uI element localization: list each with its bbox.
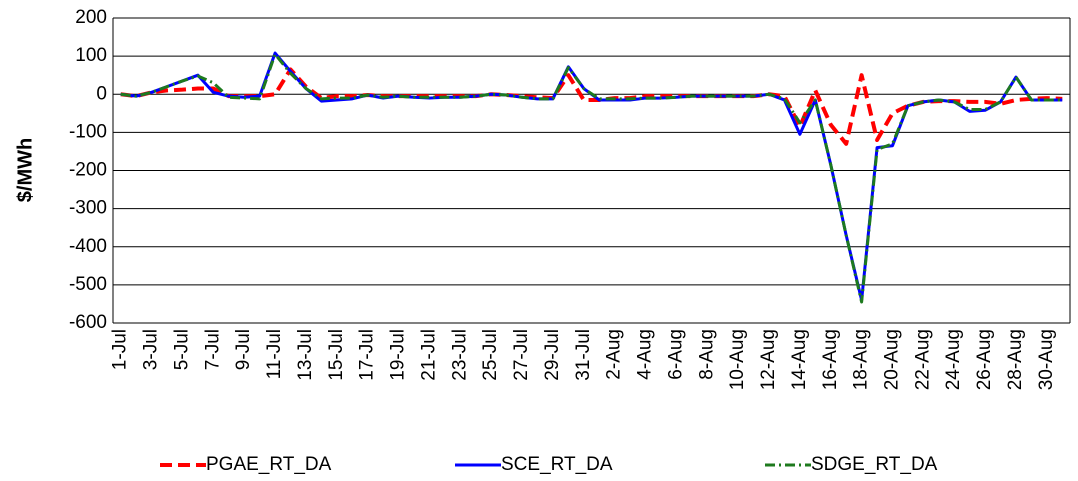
legend-label: SDGE_RT_DA [811, 454, 938, 475]
x-tick-label: 2-Aug [604, 329, 625, 380]
x-tick-label: 5-Jul [171, 329, 192, 370]
x-tick-label: 1-Jul [110, 329, 131, 370]
x-tick-label: 24-Aug [943, 329, 964, 390]
x-tick-label: 19-Jul [388, 329, 409, 381]
x-tick-label: 15-Jul [326, 329, 347, 381]
x-tick-label: 7-Jul [202, 329, 223, 370]
y-tick-label: 200 [75, 7, 107, 28]
x-tick-label: 23-Jul [449, 329, 470, 381]
x-tick-label: 21-Jul [418, 329, 439, 381]
x-tick-label: 30-Aug [1036, 329, 1057, 390]
x-tick-label: 9-Jul [233, 329, 254, 370]
x-tick-label: 29-Jul [542, 329, 563, 381]
x-tick-label: 26-Aug [974, 329, 995, 390]
line-series [120, 51, 1063, 302]
y-tick-label: 100 [75, 45, 107, 66]
y-tick-label: -600 [69, 312, 107, 333]
legend-label: PGAE_RT_DA [206, 454, 332, 475]
line-series [120, 52, 1063, 304]
x-tick-label: 31-Jul [573, 329, 594, 381]
x-tick-label: 13-Jul [295, 329, 316, 381]
x-tick-label: 12-Aug [758, 329, 779, 390]
x-tick-label: 3-Jul [141, 329, 162, 370]
x-tick-label: 10-Aug [727, 329, 748, 390]
y-tick-label: 0 [96, 83, 107, 104]
x-tick-label: 6-Aug [665, 329, 686, 380]
legend-label: SCE_RT_DA [501, 454, 613, 475]
y-tick-label: -300 [69, 198, 107, 219]
x-tick-label: 27-Jul [511, 329, 532, 381]
x-tick-label: 8-Aug [696, 329, 717, 380]
x-tick-label: 28-Aug [1005, 329, 1026, 390]
x-tick-label: 14-Aug [789, 329, 810, 390]
x-tick-label: 25-Jul [480, 329, 501, 381]
x-tick-label: 4-Aug [635, 329, 656, 380]
y-tick-label: -500 [69, 274, 107, 295]
y-tick-label: -100 [69, 121, 107, 142]
x-tick-label: 18-Aug [851, 329, 872, 390]
x-tick-label: 11-Jul [264, 329, 285, 379]
x-tick-label: 22-Aug [912, 329, 933, 390]
line-series [120, 67, 1063, 146]
y-tick-label: -400 [69, 236, 107, 257]
y-axis-label: $/MWh [14, 138, 36, 202]
x-tick-label: 17-Jul [357, 329, 378, 381]
x-tick-label: 20-Aug [882, 329, 903, 390]
x-tick-label: 16-Aug [820, 329, 841, 390]
y-tick-label: -200 [69, 160, 107, 181]
